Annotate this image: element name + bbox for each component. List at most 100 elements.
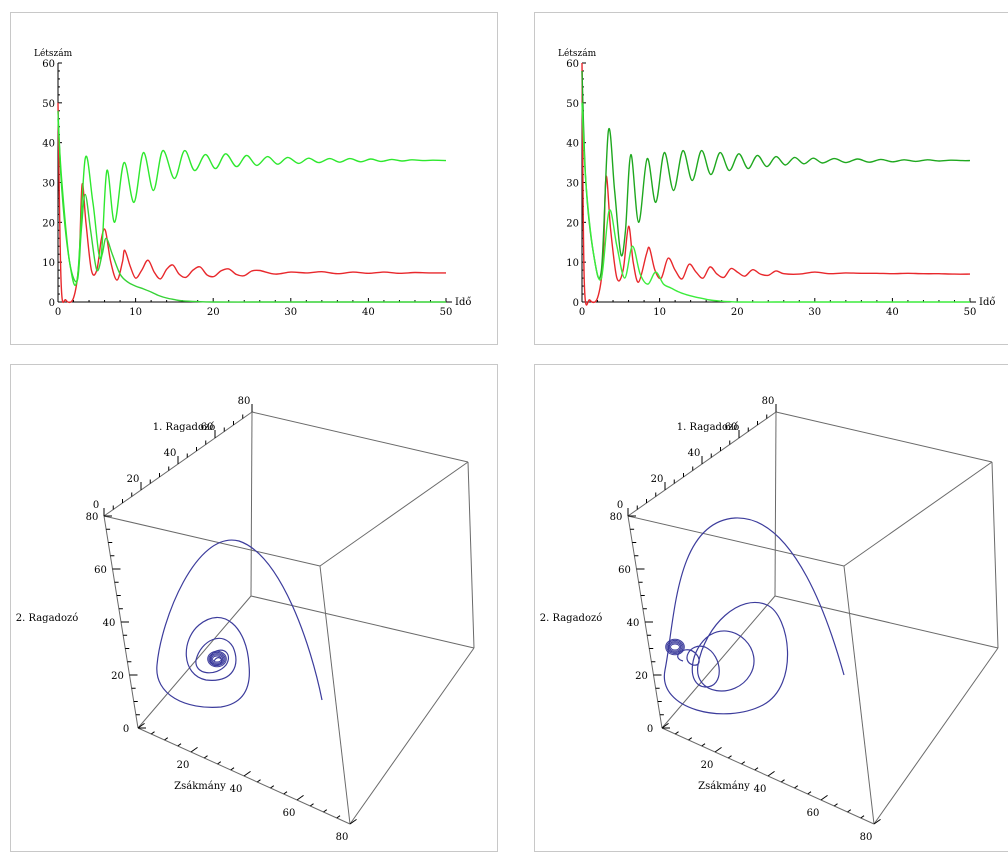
y-tick-label: 20 — [42, 218, 55, 229]
x-tick — [243, 770, 251, 777]
x-tick — [217, 761, 222, 765]
box-edge — [103, 515, 321, 567]
box-edge — [250, 411, 253, 597]
box-edge — [349, 647, 475, 825]
phase-space-panel-1: 0 20 40 60 80 0 20 40 60 80 20 40 60 80 1. Ragadozó 2. … — [10, 364, 498, 852]
spiral-core-loop — [209, 653, 225, 665]
series-line-prey — [57, 102, 447, 304]
y-tick-label: 40 — [164, 448, 177, 459]
z-axis-label: 2. Ragadozó — [540, 613, 603, 624]
x-tick — [164, 737, 169, 741]
box-edge — [319, 565, 351, 825]
y-tick-label: 10 — [566, 258, 579, 269]
y-axis-label: 1. Ragadozó — [677, 422, 740, 433]
y-tick-label: 40 — [688, 448, 701, 459]
x-axis-label: Idő — [455, 297, 471, 308]
box-edge — [467, 461, 475, 649]
box-edge — [661, 595, 776, 729]
x-tick-label: 10 — [653, 307, 666, 318]
z-tick-label: 60 — [618, 565, 631, 576]
box-edge — [775, 411, 993, 463]
spiral-core-loop — [665, 638, 685, 656]
z-axis-label: 2. Ragadozó — [16, 613, 79, 624]
x-axis-label: Idő — [979, 297, 995, 308]
x-tick-label: 40 — [230, 784, 243, 795]
series-line-predator-1 — [57, 110, 446, 303]
y-tick-label: 30 — [566, 179, 579, 190]
x-tick — [150, 731, 155, 735]
y-tick-label: 60 — [42, 59, 55, 70]
y-axis-label: 1. Ragadozó — [153, 422, 216, 433]
x-tick — [688, 737, 693, 741]
y-tick-label: 80 — [762, 396, 775, 407]
x-tick — [674, 731, 679, 735]
spiral-core-loop — [208, 651, 226, 667]
y-tick-label: 60 — [725, 422, 738, 433]
time-series-panel-2: 0 10 20 30 40 50 0 10 20 30 40 50 60 Létszám Idő — [534, 12, 1008, 345]
x-tick — [754, 767, 759, 771]
y-tick-label: 50 — [566, 99, 579, 110]
time-series-panel-1: 0 10 20 30 40 50 0 10 20 30 40 50 60 Létszám Idő — [10, 12, 498, 345]
x-tick — [177, 743, 182, 747]
z-tick-label: 40 — [627, 618, 640, 629]
x-tick — [780, 779, 785, 783]
y-tick-label: 20 — [566, 218, 579, 229]
z-tick-label: 80 — [86, 512, 99, 523]
spiral-core-loop — [670, 643, 680, 651]
spiral-core-loop — [668, 642, 682, 652]
z-tick-label: 20 — [635, 671, 648, 682]
y-axis-label: Létszám — [34, 48, 73, 59]
box-edge — [319, 461, 469, 567]
box-edge — [873, 647, 999, 825]
x-tick-label: 20 — [177, 760, 190, 771]
z-tick-label: 40 — [103, 618, 116, 629]
x-tick — [256, 779, 261, 783]
x-tick-label: 10 — [129, 307, 142, 318]
y-tick-label: 0 — [49, 298, 55, 309]
spiral-core-loop — [667, 641, 683, 653]
phase-trajectory — [663, 517, 845, 715]
x-tick-label: 0 — [579, 307, 585, 318]
y-tick-label: 30 — [42, 179, 55, 190]
x-tick-label: 60 — [807, 808, 820, 819]
x-tick — [336, 815, 341, 819]
spiral-core-loop — [666, 639, 684, 655]
box-edge — [250, 595, 475, 649]
x-tick — [349, 818, 357, 825]
z-tick-label: 20 — [111, 671, 124, 682]
x-tick — [296, 794, 304, 801]
y-tick-label: 20 — [651, 474, 664, 485]
x-axis-label: Zsákmány — [174, 781, 226, 792]
x-axis-label: Zsákmány — [698, 781, 750, 792]
x-tick-label: 40 — [362, 307, 375, 318]
x-tick-label: 0 — [55, 307, 61, 318]
x-tick-label: 80 — [860, 832, 873, 843]
x-tick — [807, 791, 812, 795]
x-tick — [741, 761, 746, 765]
y-tick-label: 20 — [127, 474, 140, 485]
z-tick-label: 0 — [123, 724, 129, 735]
x-tick-label: 30 — [808, 307, 821, 318]
x-tick — [873, 818, 881, 825]
series-line-predator-1 — [581, 70, 971, 280]
x-tick-label: 40 — [886, 307, 899, 318]
series-line-predator-2 — [57, 118, 447, 286]
x-tick-label: 20 — [207, 307, 220, 318]
box-edge — [137, 595, 252, 729]
box-edge — [627, 515, 845, 567]
x-tick-label: 50 — [440, 307, 453, 318]
z-tick-label: 0 — [647, 724, 653, 735]
y-tick-label: 0 — [573, 298, 579, 309]
x-tick — [701, 743, 706, 747]
x-tick-label: 50 — [964, 307, 977, 318]
spiral-core-loop — [207, 650, 227, 668]
x-tick-label: 80 — [336, 832, 349, 843]
x-tick — [661, 722, 669, 729]
box-edge — [843, 565, 875, 825]
z-tick-label: 60 — [94, 565, 107, 576]
x-tick — [714, 746, 722, 753]
y-tick-label: 50 — [42, 99, 55, 110]
